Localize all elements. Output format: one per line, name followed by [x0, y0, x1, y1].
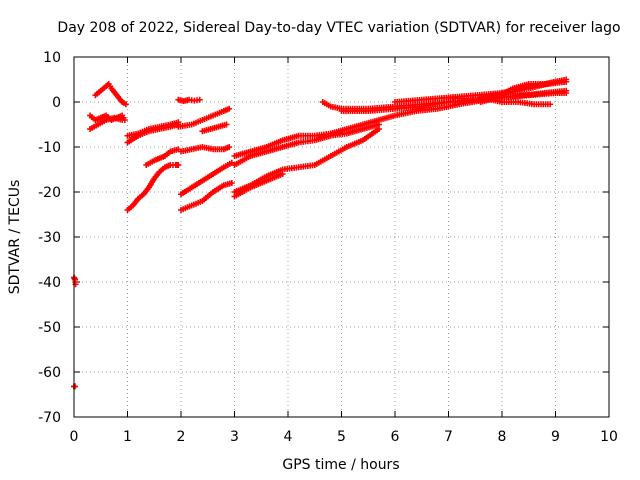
series-arc-12	[178, 159, 235, 198]
chart-title: Day 208 of 2022, Sidereal Day-to-day VTE…	[57, 20, 620, 36]
x-tick-label: 4	[284, 429, 293, 445]
x-tick-label: 9	[551, 429, 560, 445]
x-tick-label: 5	[337, 429, 346, 445]
series-arc-22	[477, 78, 570, 105]
series-arc-13	[178, 180, 235, 213]
y-tick-label: -50	[38, 320, 61, 336]
data-point	[279, 171, 286, 177]
x-tick-label: 1	[123, 429, 132, 445]
y-axis-label: SDTVAR / TECUs	[7, 180, 23, 295]
series-arc-02	[87, 114, 126, 132]
x-axis-label: GPS time / hours	[282, 457, 399, 473]
series-arc-05	[124, 119, 182, 139]
x-tick-label: 3	[230, 429, 239, 445]
y-tick-label: -30	[38, 230, 61, 246]
series-arc-03	[92, 81, 129, 108]
series-arc-07	[124, 162, 182, 213]
x-tick-label: 8	[498, 429, 507, 445]
series-arc-11	[178, 144, 233, 155]
y-tick-label: -10	[38, 140, 61, 156]
x-axis-ticks: 0 1 2 3 4 5 6 7 8 9 10	[70, 57, 618, 445]
x-tick-label: 0	[70, 429, 79, 445]
x-tick-label: 6	[391, 429, 400, 445]
data-point	[563, 90, 570, 96]
data-point	[375, 126, 382, 132]
data-point	[122, 101, 129, 108]
data-point	[196, 96, 203, 103]
x-tick-label: 10	[600, 429, 618, 445]
series-outlier-upper	[71, 274, 79, 288]
y-tick-label: -40	[38, 275, 61, 291]
y-tick-label: -20	[38, 185, 61, 201]
y-tick-label: -70	[38, 410, 61, 426]
data-point	[563, 78, 570, 85]
series-arc-17	[231, 171, 286, 200]
plot-frame	[73, 56, 610, 418]
y-tick-label: -60	[38, 365, 61, 381]
series-arc-08	[175, 96, 203, 105]
data-point	[226, 105, 233, 112]
y-tick-label: 0	[52, 95, 61, 111]
y-axis-ticks: 10 0 -10 -20 -30 -40 -50 -60 -70	[38, 50, 609, 426]
plot-data	[71, 76, 570, 390]
series-outlier-lower	[71, 383, 79, 390]
data-point	[72, 383, 79, 390]
x-tick-label: 2	[177, 429, 186, 445]
series-arc-10	[199, 121, 230, 135]
data-point	[119, 117, 126, 123]
y-tick-label: 10	[43, 50, 61, 66]
data-point	[228, 180, 235, 186]
data-point	[175, 162, 182, 168]
x-tick-label: 7	[444, 429, 453, 445]
data-point	[226, 144, 233, 150]
series-arc-09	[175, 105, 233, 130]
series-arc-15	[231, 121, 382, 168]
data-point	[547, 101, 554, 108]
data-point	[223, 121, 230, 128]
